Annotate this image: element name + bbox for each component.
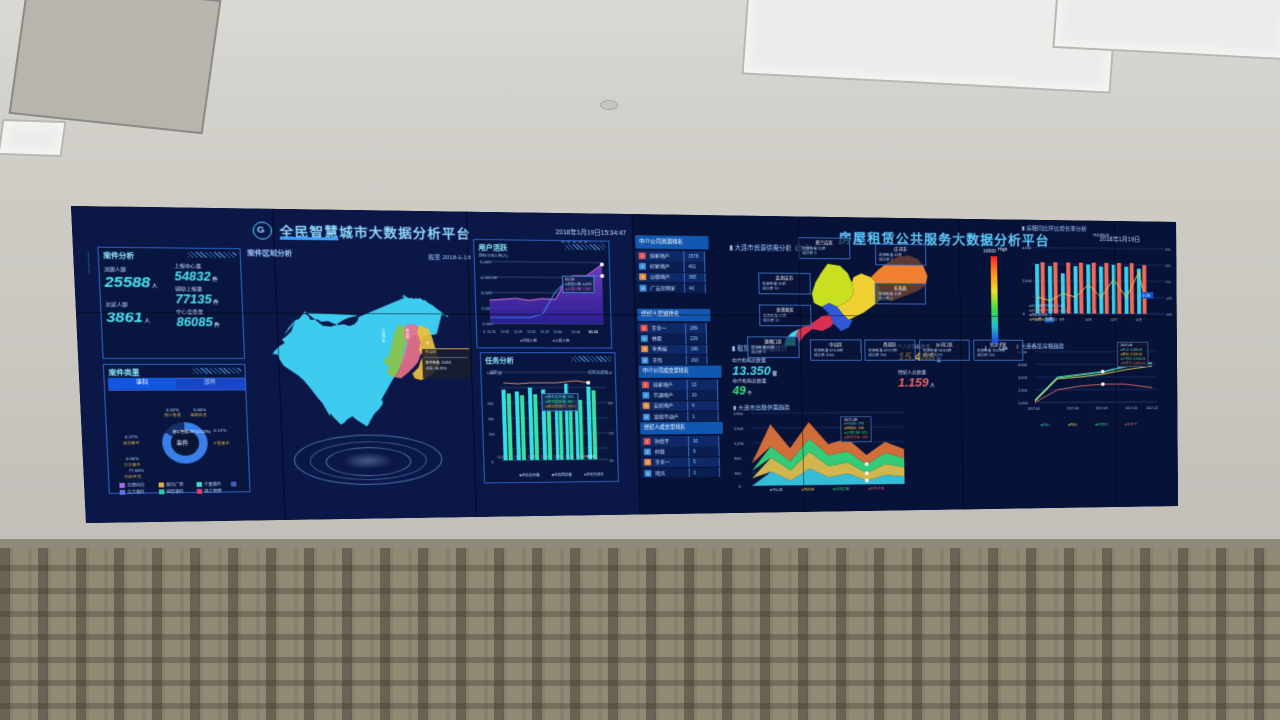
svg-text:4%: 4%	[1166, 264, 1171, 268]
svg-text:12.02: 12.02	[501, 330, 510, 334]
svg-text:600: 600	[488, 402, 494, 406]
svg-text:12.02: 12.02	[514, 456, 522, 460]
svg-text:5%: 5%	[1165, 247, 1170, 251]
svg-text:2017-12: 2017-12	[1146, 407, 1158, 410]
svg-text:12.16: 12.16	[541, 455, 549, 459]
svg-text:01.06: 01.06	[572, 330, 581, 334]
svg-text:任务完成率: 任务完成率	[588, 370, 609, 376]
svg-text:2017-06: 2017-06	[1067, 407, 1079, 410]
svg-text:60%: 60%	[608, 402, 614, 406]
svg-text:11.25: 11.25	[487, 330, 496, 334]
svg-text:900: 900	[734, 456, 741, 460]
svg-text:10月: 10月	[1085, 317, 1092, 321]
svg-text:2,000: 2,000	[1018, 401, 1028, 405]
svg-text:0: 0	[739, 484, 742, 488]
svg-text:20%: 20%	[609, 432, 615, 436]
svg-text:01.13: 01.13	[586, 455, 594, 459]
svg-text:1,200: 1,200	[734, 441, 744, 445]
svg-text:1,800: 1,800	[733, 412, 743, 416]
svg-text:5,000: 5,000	[480, 260, 491, 265]
svg-text:12月: 12月	[1110, 318, 1117, 322]
svg-text:2017-09: 2017-09	[1096, 407, 1108, 410]
svg-text:01.06: 01.06	[578, 455, 586, 459]
svg-text:3,500: 3,500	[1018, 363, 1028, 367]
svg-text:100%: 100%	[607, 371, 615, 375]
svg-text:12.30: 12.30	[553, 330, 562, 334]
svg-text:2%: 2%	[1166, 280, 1171, 284]
svg-text:4,000: 4,000	[1022, 246, 1032, 250]
svg-text:4,000.00: 4,000.00	[480, 275, 497, 280]
svg-text:12.30: 12.30	[565, 455, 573, 459]
svg-text:11.25: 11.25	[497, 456, 505, 460]
svg-text:8月: 8月	[1059, 317, 1064, 321]
svg-text:12.09: 12.09	[514, 330, 523, 334]
svg-text:2017-04: 2017-04	[1028, 407, 1041, 410]
svg-text:12.09: 12.09	[528, 455, 536, 459]
svg-text:11月: 11月	[1136, 318, 1143, 322]
svg-text:1,500: 1,500	[734, 427, 744, 431]
svg-text:0: 0	[483, 329, 486, 333]
svg-text:12.23: 12.23	[540, 330, 549, 334]
svg-text:3,000: 3,000	[481, 291, 492, 296]
svg-text:600: 600	[735, 471, 742, 475]
svg-text:3,000: 3,000	[1018, 376, 1028, 380]
svg-text:2,500: 2,500	[1018, 388, 1028, 392]
svg-text:0.25: 0.25	[1143, 294, 1151, 299]
svg-text:400: 400	[488, 418, 494, 422]
svg-text:2,000: 2,000	[1022, 279, 1032, 283]
svg-text:0: 0	[491, 461, 493, 465]
svg-text:01.13: 01.13	[589, 331, 598, 335]
svg-text:1,000: 1,000	[487, 372, 496, 376]
svg-text:-4%: -4%	[1166, 296, 1173, 300]
svg-text:0%: 0%	[609, 459, 614, 463]
svg-text:12.23: 12.23	[553, 455, 561, 459]
svg-text:2017-10: 2017-10	[1126, 407, 1138, 410]
svg-text:200: 200	[489, 433, 495, 437]
svg-text:12.16: 12.16	[527, 330, 536, 334]
